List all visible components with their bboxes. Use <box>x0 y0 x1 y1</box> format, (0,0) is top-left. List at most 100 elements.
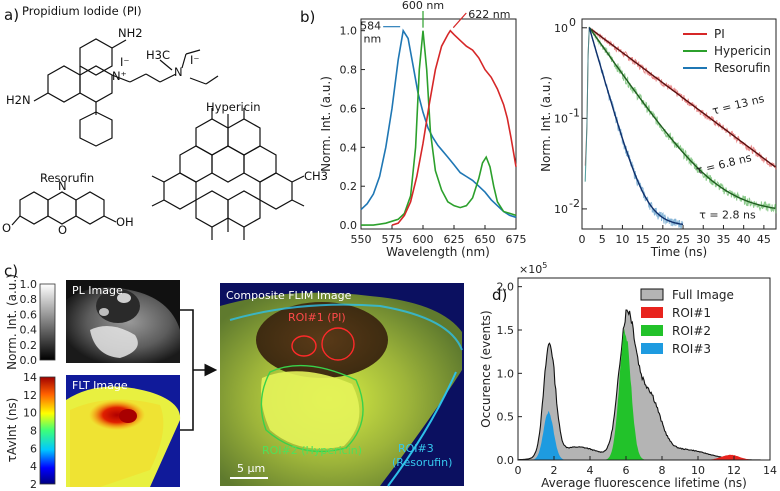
hist-xtick-label-0: 0 <box>515 464 522 477</box>
flt-colorbar-tick-12: 12 <box>23 389 37 402</box>
decay-fit-pi <box>588 27 776 168</box>
spectra-ytick-label-0.6: 0.6 <box>340 102 358 115</box>
flt-colorbar-tick-8: 8 <box>30 425 37 438</box>
atom-n-amine: N <box>174 65 183 79</box>
decay-x-ticks: 0 5 10 15 20 25 30 35 40 45 <box>579 225 771 246</box>
atom-iodide: I⁻ <box>120 55 129 69</box>
spectra-xtick-label-550: 550 <box>351 233 372 246</box>
spectra-ytick-label-0.0: 0.0 <box>340 219 358 232</box>
pl-colorbar-tick-0.2: 0.2 <box>20 339 38 352</box>
decay-xtick-label-15: 15 <box>636 233 650 246</box>
pl-image-title: PL Image <box>72 284 123 297</box>
flt-image: FLT Image <box>66 375 181 487</box>
roi1-label: ROI#1 (PI) <box>288 311 346 324</box>
hist-legend-label-roi-3: ROI#3 <box>672 342 711 356</box>
histogram-x-label: Average fluorescence lifetime (ns) <box>541 476 747 490</box>
atom-iodide-2: I⁻ <box>190 53 199 67</box>
tau-label-pi: τ = 13 ns <box>711 92 766 118</box>
resorufin-structure <box>11 191 117 226</box>
flt-colorbar-tick-6: 6 <box>30 442 37 455</box>
hist-ytick-label-0.0: 0.0 <box>497 454 515 467</box>
atom-n-mid: N <box>58 179 67 193</box>
flt-image-title: FLT Image <box>72 379 128 392</box>
annotation-584: 584 <box>360 20 381 33</box>
decay-legend: PI Hypericin Resorufin <box>683 27 771 75</box>
hypericin-title: Hypericin <box>206 100 261 114</box>
composite-title: Composite FLIM Image <box>226 289 352 302</box>
hypericin-structure <box>151 108 305 240</box>
resorufin-title: Resorufin <box>40 171 94 185</box>
pl-colorbar-tick-0.0: 0.0 <box>20 354 38 367</box>
hist-xtick-label-6: 6 <box>623 464 630 477</box>
flt-colorbar: 2 4 6 8 10 12 14 τAvInt (ns) <box>5 371 56 491</box>
pi-structure <box>33 38 219 147</box>
hist-legend-swatch-roi-1 <box>641 307 663 318</box>
decay-xtick-label-45: 45 <box>757 233 771 246</box>
decay-xtick-label-10: 10 <box>615 233 629 246</box>
decay-data-hypericin <box>584 26 777 214</box>
histogram-y-ticks: 0.0 0.5 1.0 1.5 2.0 <box>497 281 522 467</box>
spectra-x-label: Wavelength (nm) <box>386 245 490 259</box>
atom-ch3: CH3 <box>304 169 328 183</box>
decay-xtick-label-40: 40 <box>737 233 751 246</box>
decay-ytick-exp--1: -1 <box>569 106 580 119</box>
spectra-y-label: Norm. Int. (a.u.) <box>319 76 333 172</box>
pl-colorbar-tick-0.6: 0.6 <box>20 308 38 321</box>
legend-label-pi: PI <box>714 27 725 41</box>
atom-oh: OH <box>116 215 134 229</box>
atom-h3c: H3C <box>146 48 170 62</box>
hist-xtick-label-2: 2 <box>551 464 558 477</box>
decay-ytick-exp--2: -2 <box>569 197 580 210</box>
decay-fit-hypericin <box>588 27 776 209</box>
spectra-xtick-label-600: 600 <box>413 233 434 246</box>
spectra-xtick-label-675: 675 <box>506 233 527 246</box>
spectra-ytick-label-0.4: 0.4 <box>340 141 358 154</box>
spectra-x-ticks: 550 575 600 625 650 675 <box>351 225 527 246</box>
hist-ytick-label-0.5: 0.5 <box>497 411 515 424</box>
panel-label-b: b) <box>300 8 315 26</box>
histogram-y-label: Occurence (events) <box>479 310 493 428</box>
pl-colorbar-tick-0.4: 0.4 <box>20 324 38 337</box>
decay-xtick-label-30: 30 <box>696 233 710 246</box>
decay-ytick-label--2: 10 <box>554 203 568 216</box>
pl-colorbar-label: Norm. Int. (a.u.) <box>5 274 19 370</box>
decay-xtick-label-20: 20 <box>656 233 670 246</box>
hist-legend-label-full-image: Full Image <box>672 288 734 302</box>
scalebar-label: 5 μm <box>237 462 265 475</box>
decay-xtick-label-5: 5 <box>599 233 606 246</box>
histogram-frame <box>517 277 771 461</box>
spectra-xtick-label-650: 650 <box>475 233 496 246</box>
hist-legend-label-roi-1: ROI#1 <box>672 306 711 320</box>
spectrum-line-pi <box>391 29 517 226</box>
flt-colorbar-tick-14: 14 <box>23 371 37 384</box>
decay-xtick-label-25: 25 <box>676 233 690 246</box>
atom-o-bridge: O <box>58 223 67 237</box>
hist-ytick-label-1.0: 1.0 <box>497 367 515 380</box>
pl-colorbar: 0.0 0.2 0.4 0.6 0.8 1.0 Norm. Int. (a.u.) <box>5 274 56 370</box>
spectra-ytick-label-0.8: 0.8 <box>340 64 358 77</box>
hist-legend-swatch-roi-2 <box>641 325 663 336</box>
emission-spectra-chart: 550 575 600 625 650 675 0.0 0.2 0.4 0.6 0.8 1.0 58… <box>319 0 527 259</box>
atom-nplus: N⁺ <box>112 69 127 83</box>
panel-label-a: a) <box>4 6 19 24</box>
panel-label-d: d) <box>492 286 507 304</box>
spectra-xtick-label-625: 625 <box>444 233 465 246</box>
decay-xtick-label-35: 35 <box>716 233 730 246</box>
composite-flim-image: Composite FLIM Image ROI#1 (PI) ROI#2 (H… <box>220 283 464 487</box>
annotation-600: 600 nm <box>402 0 444 12</box>
histogram-areas <box>517 309 770 461</box>
spectra-ytick-label-0.2: 0.2 <box>340 180 358 193</box>
pl-colorbar-tick-0.8: 0.8 <box>20 293 38 306</box>
spectra-y-ticks: 0.0 0.2 0.4 0.6 0.8 1.0 <box>340 25 365 232</box>
hist-xtick-label-10: 10 <box>691 464 705 477</box>
hist-xtick-label-12: 12 <box>727 464 741 477</box>
flt-colorbar-tick-2: 2 <box>30 478 37 491</box>
molecule-structures <box>11 38 305 240</box>
hist-xtick-label-8: 8 <box>659 464 666 477</box>
lifetime-histogram: 0 2 4 6 8 10 12 14 0.0 0.5 1.0 1.5 2.0 Full Image RO… <box>479 261 777 490</box>
decay-ytick-label--1: 10 <box>554 112 568 125</box>
decay-annotations: τ = 13 ns τ = 6.8 ns τ = 2.8 ns <box>695 92 766 222</box>
tau-label-hypericin: τ = 6.8 ns <box>695 151 753 177</box>
spectra-plot-frame <box>360 18 517 230</box>
